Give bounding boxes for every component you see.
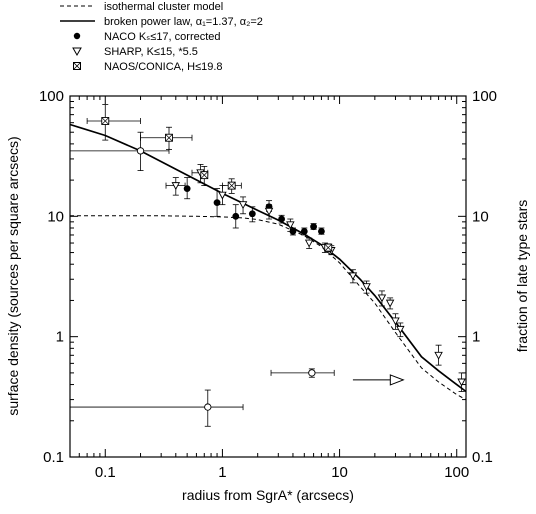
data-point-open-triangle (348, 269, 358, 284)
open-triangle-marker (457, 378, 466, 387)
y2-tick-label: 0.1 (472, 449, 493, 466)
data-point-open-triangle (362, 280, 371, 294)
filled-circle-marker (232, 212, 240, 220)
data-point-open-triangle (385, 297, 395, 310)
legend-label-naco: NACO Kₛ≤17, corrected (104, 31, 221, 43)
data-point-crossed-square (324, 243, 333, 252)
open-triangle-marker (238, 201, 248, 210)
data-point-open-triangle (396, 322, 405, 338)
x-tick-label: 100 (444, 464, 469, 481)
annotations (352, 374, 405, 386)
y-tick-label: 1 (56, 329, 64, 346)
data-point-crossed-square (86, 104, 141, 141)
open-triangle-marker (362, 283, 371, 292)
open-circle-marker (204, 403, 212, 411)
data-point-filled-circle (248, 206, 256, 223)
data-point-open-circle (270, 368, 335, 378)
open-triangle-marker (286, 221, 295, 230)
data-point-open-circle (70, 389, 244, 427)
data-point-crossed-square (222, 178, 242, 194)
data-point-open-triangle (457, 372, 466, 392)
open-triangle-marker (304, 239, 314, 248)
crossed-square-cross (165, 133, 173, 142)
crossed-square-cross (324, 243, 332, 252)
legend-crossed-square-marker (73, 62, 81, 70)
data-point-filled-circle (318, 227, 325, 235)
crossed-square-cross (101, 117, 110, 125)
data-point-crossed-square (200, 165, 209, 187)
legend-label-broken-power-law: broken power law, α₁=1.37, α₂=2 (104, 16, 263, 28)
arrow-head (389, 374, 405, 386)
open-triangle-marker (377, 294, 387, 303)
y-tick-label: 0.1 (43, 449, 64, 466)
open-circle-marker (308, 369, 316, 377)
legend-label-naos: NAOS/CONICA, H≤19.8 (104, 61, 223, 73)
filled-circle-marker (278, 215, 285, 223)
x-tick-label: 0.1 (95, 464, 116, 481)
open-triangle-marker (348, 272, 358, 281)
y2-tick-label: 1 (472, 329, 480, 346)
open-triangle-marker (391, 317, 400, 326)
data-point-open-triangle (286, 218, 295, 232)
data-point-open-triangle (377, 290, 387, 307)
data-point-filled-circle (232, 204, 240, 229)
legend-open-triangle-marker (72, 47, 82, 57)
filled-circle-marker (300, 227, 308, 235)
data-point-open-triangle (391, 313, 400, 330)
data-point-open-triangle (238, 196, 248, 215)
crossed-square-cross (227, 181, 236, 190)
open-triangle-marker (171, 182, 181, 191)
model-curves (69, 123, 467, 401)
legend-label-isothermal: isothermal cluster model (104, 1, 223, 13)
open-triangle-marker (264, 207, 274, 216)
x-tick-label: 1 (218, 464, 226, 481)
y-tick-label: 10 (47, 208, 64, 225)
data-point-open-triangle (165, 177, 186, 196)
data-point-filled-circle (278, 214, 285, 224)
open-triangle-marker (218, 191, 227, 200)
data-point-filled-circle (213, 188, 221, 217)
open-triangle-marker (434, 351, 443, 360)
data-point-filled-circle (300, 227, 308, 236)
data-points (70, 104, 466, 427)
plot-frame (69, 95, 467, 458)
x-tick-label: 10 (331, 464, 348, 481)
data-point-open-triangle (264, 204, 274, 220)
data-point-open-triangle (304, 237, 314, 249)
legend-label-sharp: SHARP, K≤15, *5.5 (104, 46, 198, 58)
filled-circle-marker (248, 210, 256, 218)
data-point-open-triangle (434, 344, 443, 366)
y2-tick-label: 10 (472, 208, 489, 225)
open-triangle-marker (385, 299, 395, 308)
data-point-open-triangle (218, 185, 227, 206)
data-point-open-circle (70, 147, 170, 155)
open-triangle-marker (396, 325, 405, 334)
data-point-crossed-square (140, 126, 193, 150)
legend-filled-circle-marker (73, 32, 81, 40)
y2-axis-title: fraction of late type stars (514, 200, 530, 353)
filled-circle-marker (310, 223, 317, 231)
y2-tick-label: 100 (472, 88, 497, 105)
axis-ticks (69, 95, 466, 458)
open-circle-marker (136, 147, 145, 155)
filled-circle-marker (318, 227, 325, 235)
crossed-square-cross (200, 171, 209, 179)
legend: isothermal cluster model broken power la… (60, 1, 263, 73)
filled-circle-marker (213, 199, 221, 207)
broken-power-law-curve (69, 123, 467, 393)
x-axis-title: radius from SgrA* (arcsecs) (182, 487, 354, 503)
isothermal-model-curve (70, 215, 467, 401)
y-axis-title: surface density (sources per square arcs… (5, 136, 21, 415)
y-tick-label: 100 (39, 88, 64, 105)
data-point-filled-circle (310, 223, 317, 231)
